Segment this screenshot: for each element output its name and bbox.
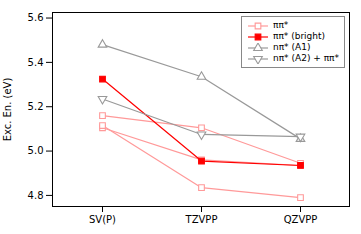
html-text:nπ* (A2) + ππ*: nπ* (A2) + ππ* (273, 53, 339, 63)
svg-text:SV(P): SV(P) (89, 214, 116, 225)
svg-text:Exc. En. (eV): Exc. En. (eV) (2, 78, 13, 142)
svg-text:QZVPP: QZVPP (284, 214, 318, 225)
svg-text:5.6: 5.6 (28, 12, 44, 23)
svg-text:5.0: 5.0 (28, 145, 44, 156)
svg-text:5.2: 5.2 (28, 101, 44, 112)
html-text:nπ* (A1): nπ* (A1) (273, 42, 311, 52)
svg-text:TZVPP: TZVPP (185, 214, 218, 225)
html-text:ππ* (bright): ππ* (bright) (273, 31, 326, 41)
svg-text:4.8: 4.8 (28, 190, 44, 201)
html-text:ππ*: ππ* (273, 20, 289, 30)
svg-text:5.4: 5.4 (28, 57, 44, 68)
